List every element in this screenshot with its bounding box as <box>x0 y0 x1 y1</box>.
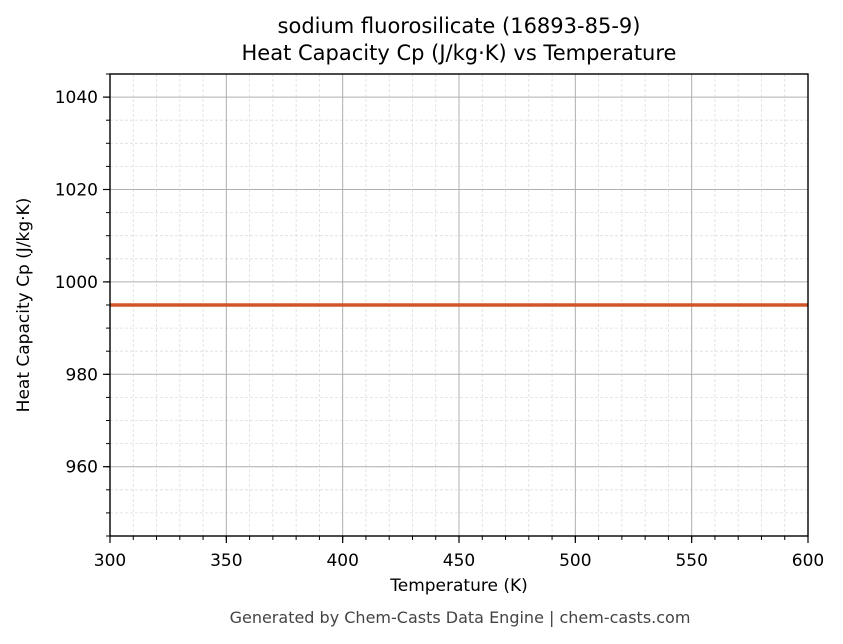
x-tick-label: 550 <box>675 551 707 571</box>
x-axis-label: Temperature (K) <box>390 576 528 596</box>
x-tick-label: 600 <box>792 551 824 571</box>
chart-title-line1: sodium fluorosilicate (16893-85-9) <box>277 14 641 38</box>
y-tick-label: 1040 <box>55 88 98 108</box>
footer-credit: Generated by Chem-Casts Data Engine | ch… <box>229 608 691 627</box>
x-tick-label: 400 <box>326 551 358 571</box>
y-tick-label: 1000 <box>55 273 98 293</box>
x-tick-label: 300 <box>94 551 126 571</box>
x-tick-label: 500 <box>559 551 591 571</box>
y-axis-label: Heat Capacity Cp (J/kg·K) <box>14 197 34 413</box>
y-tick-label: 1020 <box>55 181 98 201</box>
y-tick-label: 980 <box>66 365 98 385</box>
x-tick-label: 350 <box>210 551 242 571</box>
y-tick-label: 960 <box>66 458 98 478</box>
chart-title-line2: Heat Capacity Cp (J/kg·K) vs Temperature <box>241 41 677 65</box>
x-tick-label: 450 <box>443 551 475 571</box>
